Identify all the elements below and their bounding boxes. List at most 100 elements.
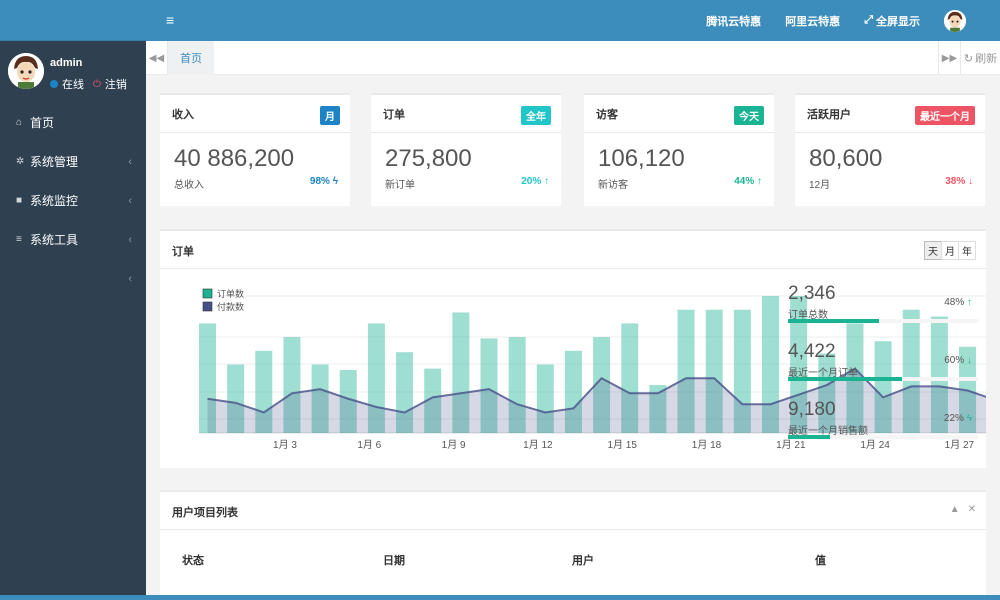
close-icon[interactable]: ✕ xyxy=(967,504,976,515)
chart-legend-swatch xyxy=(202,301,213,312)
range-year-button[interactable]: 年 xyxy=(958,241,976,260)
stat-value: 106,120 xyxy=(598,145,685,172)
bars-icon: ≡ xyxy=(16,234,22,245)
column-header-user[interactable]: 用户 xyxy=(572,555,594,567)
header-links: 腾讯云特惠 阿里云特惠 ⤢ 全屏显示 xyxy=(706,0,1000,41)
chart-x-tick-label: 1月 21 xyxy=(776,439,806,451)
stat-value: 80,600 xyxy=(809,145,883,172)
chart-bar xyxy=(508,337,526,433)
stat-percent: 20% ↑ xyxy=(521,176,549,187)
column-header-status[interactable]: 状态 xyxy=(182,555,204,567)
aliyun-link[interactable]: 阿里云特惠 xyxy=(785,15,841,28)
chevron-left-icon: ‹ xyxy=(128,272,132,285)
sidebar-item-home[interactable]: ⌂ 首页 xyxy=(0,103,146,142)
orders-panel: 订单 天 月 年 1月 3 1月 6 1月 9 1月 12 1月 15 1月 18 1月 2… xyxy=(160,229,986,468)
orders-panel-header: 订单 天 月 年 xyxy=(160,231,986,269)
user-panel: admin 在线 ⏻ 注销 xyxy=(0,41,146,101)
chart-x-tick-label: 1月 15 xyxy=(607,439,637,451)
stat-percent: 38% ↓ xyxy=(945,176,973,187)
sidebar-item-system-management[interactable]: ✲ 系统管理 ‹ xyxy=(0,142,146,181)
user-avatar[interactable] xyxy=(8,53,44,89)
user-name: admin xyxy=(50,57,83,69)
tab-home[interactable]: 首页 xyxy=(168,41,214,75)
menu-toggle-icon[interactable]: ≡ xyxy=(166,12,175,28)
fullscreen-button[interactable]: ⤢ 全屏显示 xyxy=(864,13,920,29)
trend-bolt-icon: ϟ xyxy=(332,176,338,187)
chart-x-tick-label: 1月 12 xyxy=(523,439,553,451)
kpi-progress-fill xyxy=(788,377,902,381)
sidebar-item-label: 系统监控 xyxy=(30,194,79,208)
stat-subtitle: 12月 xyxy=(809,180,831,191)
kpi-value: 4,422 xyxy=(788,341,836,362)
chart-legend-label: 订单数 xyxy=(217,288,244,299)
chart-bar xyxy=(621,323,639,433)
collapse-icon[interactable]: ▲ xyxy=(949,504,960,515)
chart-bar xyxy=(677,309,695,433)
chart-bar xyxy=(818,353,836,433)
stat-card-orders: 订单 全年 275,800 新订单 20% ↑ xyxy=(371,93,561,206)
tab-bar: ◀◀ 首页 ▶▶ ↻ 刷新 xyxy=(146,41,1000,75)
chart-line-payments xyxy=(207,367,986,414)
chart-bar xyxy=(930,316,948,433)
range-day-button[interactable]: 天 xyxy=(924,241,942,260)
chart-bar xyxy=(339,369,357,433)
stat-title: 活跃用户 xyxy=(807,109,851,121)
column-header-date[interactable]: 日期 xyxy=(383,555,405,567)
stat-subtitle: 总收入 xyxy=(174,180,204,191)
panel-tools: ▲ ✕ xyxy=(950,504,976,515)
stat-card-active-users: 活跃用户 最近一个月 80,600 12月 38% ↓ xyxy=(795,93,985,206)
stat-card-header: 收入 月 xyxy=(160,95,350,133)
chart-x-tick-label: 1月 24 xyxy=(860,439,890,451)
tab-scroll-right-icon[interactable]: ▶▶ xyxy=(938,41,960,75)
chart-bar xyxy=(564,350,582,433)
logout-link[interactable]: 注销 xyxy=(104,79,127,91)
sidebar: admin 在线 ⏻ 注销 ⌂ 首页 ✲ 系统管理 ‹ ■ 系统监控 ‹ ≡ 系… xyxy=(0,0,146,600)
kpi-percent: 22% ϟ xyxy=(943,413,972,424)
footer-band xyxy=(0,595,1000,600)
user-projects-panel: 用户项目列表 ▲ ✕ 状态 日期 用户 值 xyxy=(160,490,986,595)
refresh-button[interactable]: ↻ 刷新 xyxy=(960,41,1000,75)
chart-bar xyxy=(762,296,779,433)
chart-bar xyxy=(199,323,216,433)
chart-area-payments xyxy=(207,368,986,433)
chart-x-tick-label: 1月 6 xyxy=(357,439,381,451)
sidebar-item-system-monitor[interactable]: ■ 系统监控 ‹ xyxy=(0,181,146,220)
sidebar-item-label: 系统管理 xyxy=(30,155,79,169)
kpi-value: 2,346 xyxy=(788,283,836,304)
chart-legend-swatch xyxy=(202,288,213,299)
logout-icon: ⏻ xyxy=(93,78,101,90)
column-header-value[interactable]: 值 xyxy=(815,555,826,567)
refresh-icon: ↻ xyxy=(963,52,974,65)
chart-bar xyxy=(227,364,245,433)
kpi-value: 9,180 xyxy=(788,399,836,420)
trend-up-icon: ↑ xyxy=(544,176,549,187)
kpi-label: 订单总数 xyxy=(788,310,828,321)
sidebar-item-system-tools[interactable]: ≡ 系统工具 ‹ xyxy=(0,220,146,259)
tab-scroll-left-icon[interactable]: ◀◀ xyxy=(146,41,168,75)
chart-bar xyxy=(790,296,808,433)
stat-card-header: 订单 全年 xyxy=(371,95,561,133)
chart-bar xyxy=(733,309,751,433)
range-month-button[interactable]: 月 xyxy=(941,241,959,260)
chart-legend-label: 付款数 xyxy=(217,301,244,312)
range-button-group: 天 月 年 xyxy=(924,241,976,260)
chevron-left-icon: ‹ xyxy=(128,155,132,168)
trend-down-icon: ↓ xyxy=(967,355,972,366)
chevron-left-icon: ‹ xyxy=(128,194,132,207)
kpi-label: 最近一个月订单 xyxy=(788,368,858,379)
user-status: 在线 ⏻ 注销 xyxy=(50,76,127,92)
video-icon: ■ xyxy=(16,195,23,206)
chart-bar xyxy=(283,337,301,433)
kpi-label: 最近一个月销售额 xyxy=(788,426,868,437)
stat-card-visitors: 访客 今天 106,120 新访客 44% ↑ xyxy=(584,93,774,206)
fullscreen-label: 全屏显示 xyxy=(876,15,920,28)
kpi-progress-fill xyxy=(788,435,830,439)
chart-bar xyxy=(480,338,498,433)
header-avatar[interactable] xyxy=(944,9,966,32)
tencent-cloud-link[interactable]: 腾讯云特惠 xyxy=(706,15,762,28)
refresh-label: 刷新 xyxy=(975,53,998,65)
stat-badge: 今天 xyxy=(734,106,764,125)
kpi-progress-fill xyxy=(788,319,880,323)
sidebar-item-unlabeled[interactable]: ‹ xyxy=(0,259,146,298)
stat-title: 订单 xyxy=(383,109,405,121)
